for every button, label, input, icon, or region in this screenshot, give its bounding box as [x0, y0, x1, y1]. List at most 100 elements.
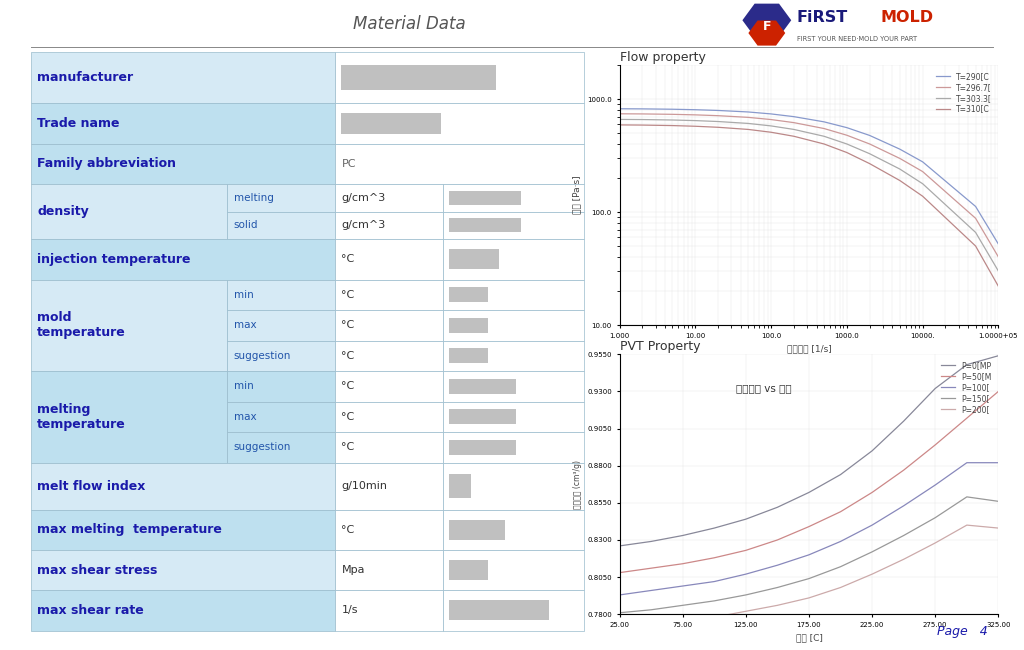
T=290[C: [916, 158, 929, 166]
P=100[: [992, 459, 1005, 467]
Text: °C: °C: [341, 412, 354, 422]
Bar: [442, 550, 584, 590]
T=303.3[: [667, 116, 679, 124]
Bar: [442, 310, 584, 341]
Bar: [227, 432, 335, 463]
T=296.7[: [742, 114, 755, 122]
Text: g/10min: g/10min: [341, 481, 387, 491]
Bar: [335, 550, 442, 590]
Bar: [31, 371, 227, 463]
T=303.3[: [818, 133, 830, 140]
T=310[C: [894, 177, 906, 185]
T=303.3[: [863, 150, 876, 157]
Bar: [31, 280, 227, 371]
T=290[C: [765, 110, 777, 118]
Bar: [450, 410, 516, 424]
Text: 1/s: 1/s: [341, 605, 358, 616]
Line: T=290[C: T=290[C: [620, 109, 998, 244]
P=50[M: [897, 466, 909, 474]
Bar: [31, 52, 335, 103]
T=303.3[: [689, 117, 701, 125]
Text: °C: °C: [341, 351, 354, 361]
P=50[M: [677, 560, 689, 567]
Bar: [335, 144, 584, 184]
Legend: P=0[MP, P=50[M, P=100[, P=150[, P=200[: P=0[MP, P=50[M, P=100[, P=150[, P=200[: [938, 358, 994, 417]
Bar: [450, 440, 516, 455]
Bar: [335, 103, 584, 144]
T=310[C: [992, 282, 1005, 290]
P=100[: [739, 570, 752, 578]
Text: g/cm^3: g/cm^3: [341, 192, 386, 203]
Bar: [335, 341, 442, 371]
Bar: [335, 52, 584, 103]
T=296.7[: [894, 155, 906, 162]
Bar: [450, 318, 488, 333]
Bar: [341, 65, 497, 90]
Text: Page   4: Page 4: [937, 625, 988, 638]
Text: melting: melting: [233, 192, 273, 203]
Bar: [341, 113, 441, 133]
T=310[C: [863, 160, 876, 168]
P=50[M: [929, 441, 941, 448]
T=310[C: [818, 140, 830, 148]
T=310[C: [636, 121, 648, 129]
P=200[: [961, 521, 973, 529]
P=200[: [677, 618, 689, 625]
Bar: [335, 239, 442, 280]
P=0[MP: [739, 515, 752, 523]
P=150[: [835, 563, 847, 571]
Text: max: max: [233, 320, 256, 330]
Text: density: density: [37, 205, 89, 218]
Bar: [335, 432, 442, 463]
Bar: [31, 550, 335, 590]
Text: min: min: [233, 290, 253, 300]
P=0[MP: [929, 385, 941, 393]
Text: Flow property: Flow property: [620, 51, 706, 64]
Bar: [335, 211, 442, 239]
T=303.3[: [787, 125, 800, 133]
Bar: [227, 402, 335, 432]
Bar: [31, 184, 227, 239]
P=150[: [803, 575, 815, 582]
Text: °C: °C: [341, 254, 354, 265]
Bar: [442, 371, 584, 402]
Line: P=200[: P=200[: [620, 525, 998, 628]
T=303.3[: [916, 180, 929, 188]
Bar: [450, 218, 521, 232]
P=150[: [771, 584, 783, 592]
P=50[M: [739, 547, 752, 554]
Text: max shear rate: max shear rate: [37, 604, 144, 617]
P=50[M: [645, 564, 657, 572]
Line: T=296.7[: T=296.7[: [620, 114, 998, 257]
Line: T=303.3[: T=303.3[: [620, 120, 998, 271]
P=50[M: [866, 489, 879, 497]
Bar: [442, 432, 584, 463]
P=50[M: [709, 554, 721, 562]
P=100[: [866, 521, 879, 529]
Bar: [227, 341, 335, 371]
T=296.7[: [765, 116, 777, 124]
P=50[M: [613, 569, 626, 577]
P=150[: [677, 601, 689, 609]
T=303.3[: [613, 116, 626, 124]
Bar: [335, 280, 442, 310]
T=290[C: [689, 106, 701, 114]
P=200[: [771, 601, 783, 609]
Text: PC: PC: [341, 159, 356, 169]
Text: mold
temperature: mold temperature: [37, 311, 126, 339]
Line: T=310[C: T=310[C: [620, 125, 998, 286]
Bar: [450, 250, 499, 270]
P=0[MP: [897, 417, 909, 425]
Bar: [442, 510, 584, 550]
Legend: T=290[C, T=296.7[, T=303.3[, T=310[C: T=290[C, T=296.7[, T=303.3[, T=310[C: [933, 69, 994, 116]
P=0[MP: [645, 538, 657, 545]
Text: Trade name: Trade name: [37, 117, 120, 130]
Text: °C: °C: [341, 320, 354, 330]
T=310[C: [970, 242, 982, 250]
Bar: [442, 402, 584, 432]
T=290[C: [894, 145, 906, 153]
T=303.3[: [742, 120, 755, 127]
P=0[MP: [709, 524, 721, 532]
P=100[: [645, 586, 657, 594]
Bar: [227, 211, 335, 239]
